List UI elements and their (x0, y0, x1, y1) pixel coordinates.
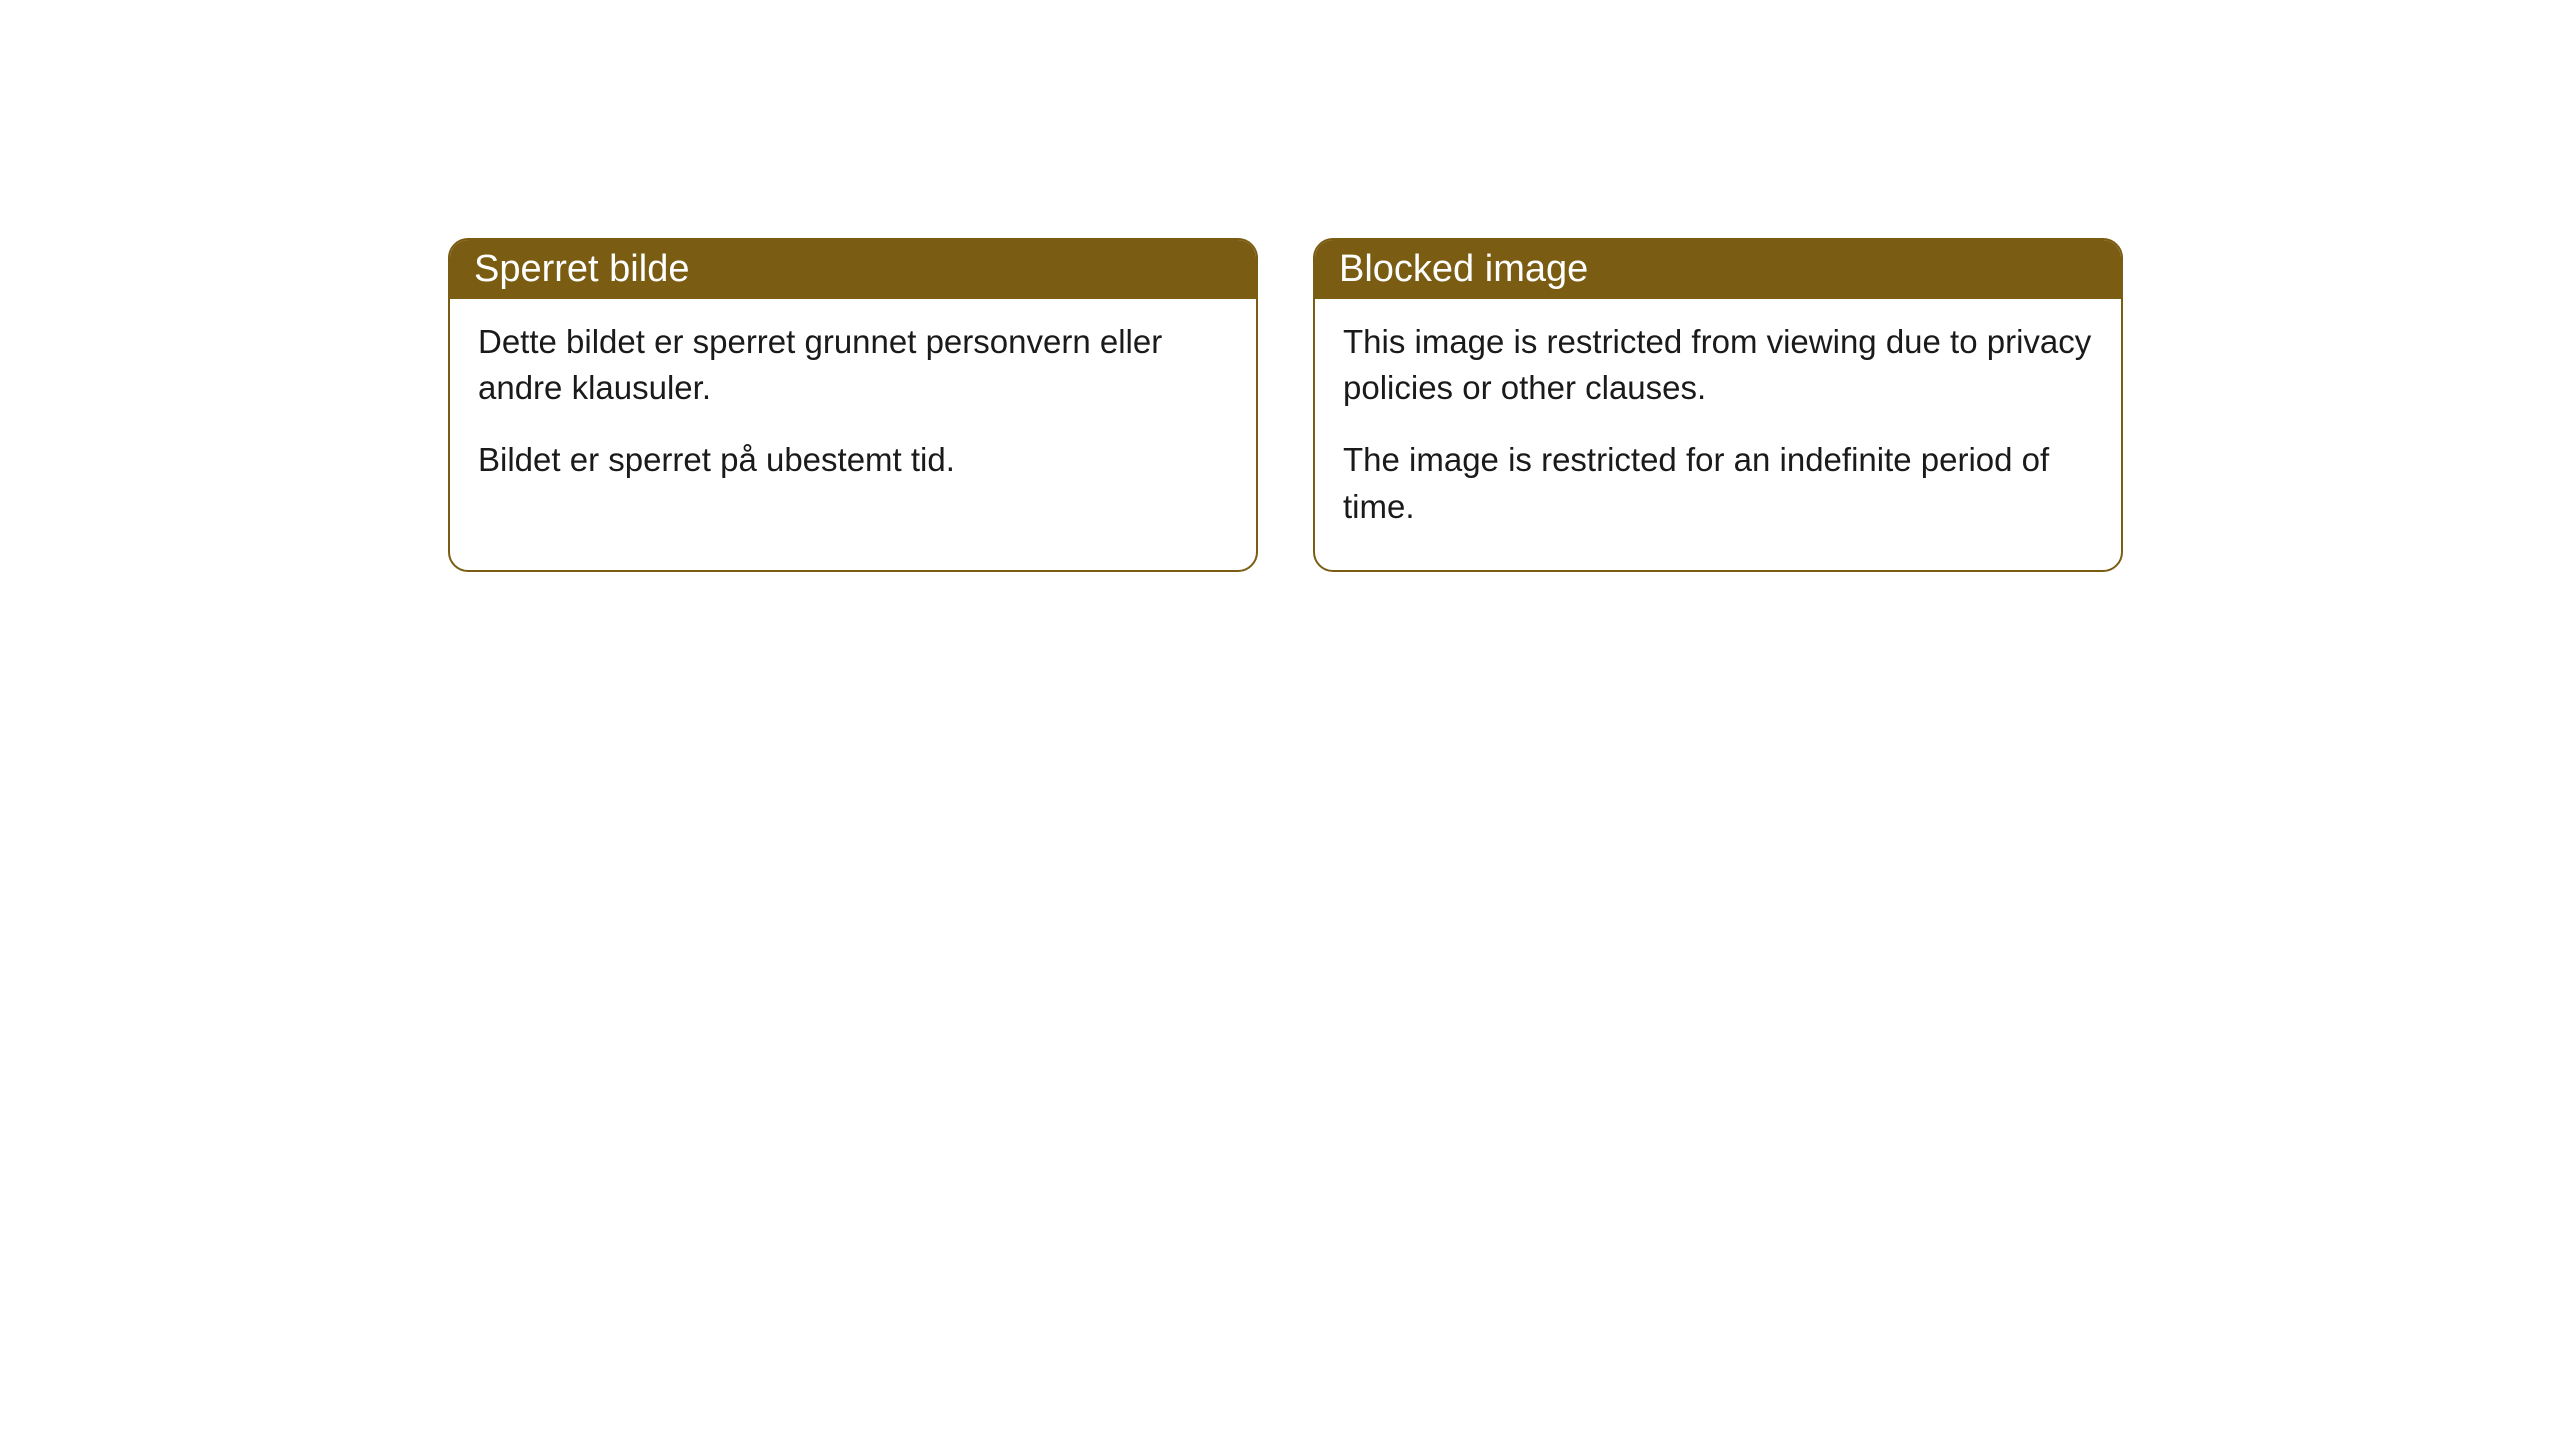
cards-container: Sperret bilde Dette bildet er sperret gr… (448, 238, 2123, 572)
card-title: Blocked image (1339, 248, 1588, 290)
card-header: Blocked image (1315, 240, 2121, 299)
card-paragraph-2: Bildet er sperret på ubestemt tid. (478, 437, 1228, 483)
card-paragraph-1: Dette bildet er sperret grunnet personve… (478, 319, 1228, 411)
card-paragraph-1: This image is restricted from viewing du… (1343, 319, 2093, 411)
card-body: This image is restricted from viewing du… (1315, 299, 2121, 570)
notice-card-english: Blocked image This image is restricted f… (1313, 238, 2123, 572)
card-title: Sperret bilde (474, 248, 689, 290)
card-body: Dette bildet er sperret grunnet personve… (450, 299, 1256, 524)
card-header: Sperret bilde (450, 240, 1256, 299)
card-paragraph-2: The image is restricted for an indefinit… (1343, 437, 2093, 529)
notice-card-norwegian: Sperret bilde Dette bildet er sperret gr… (448, 238, 1258, 572)
